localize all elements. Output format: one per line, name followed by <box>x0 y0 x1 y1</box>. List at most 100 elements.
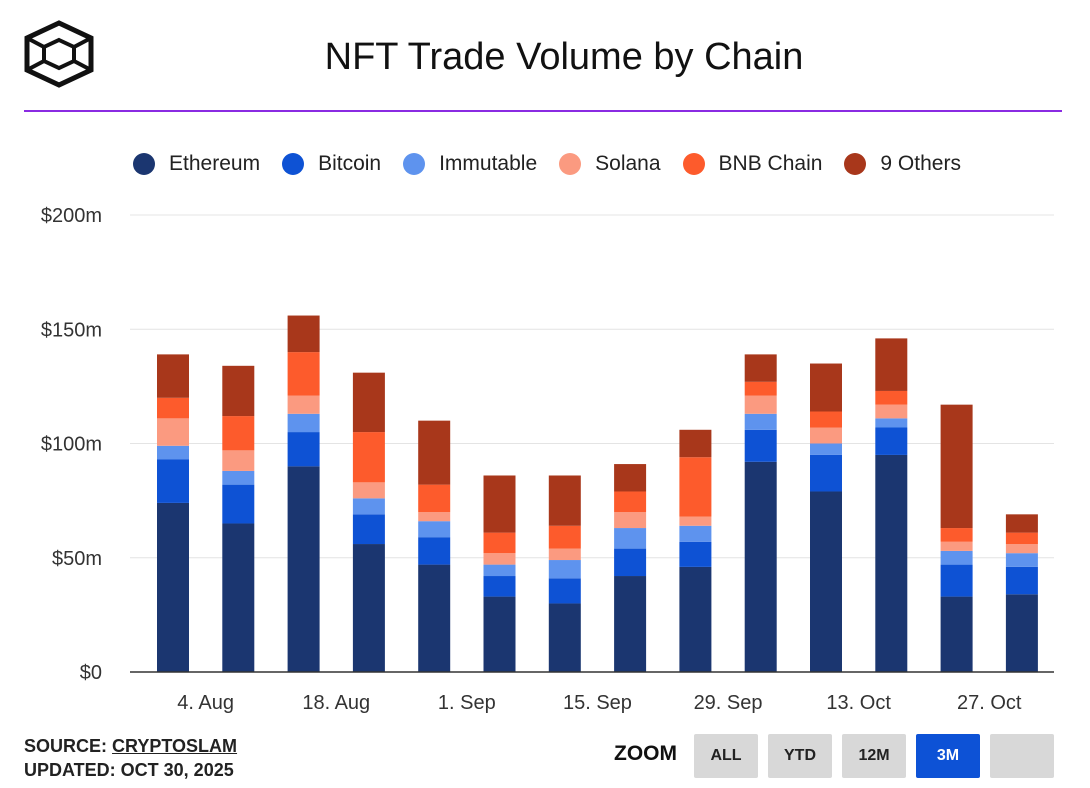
bar-segment-ethereum <box>352 544 385 672</box>
y-tick-label: $150m <box>41 319 102 341</box>
zoom-extra-button[interactable] <box>990 734 1054 778</box>
bar-segment-immutable <box>810 443 842 455</box>
bar-segment-immutable <box>418 521 451 538</box>
bar-segment-9-others <box>1005 514 1038 533</box>
bar-segment-ethereum <box>940 596 973 672</box>
bar-segment-ethereum <box>875 454 908 672</box>
bar-segment-9-others <box>222 365 255 417</box>
cryptoslam-logo-icon <box>24 20 94 88</box>
zoom-ytd-button[interactable]: YTD <box>768 734 832 778</box>
bar-segment-solana <box>614 512 647 529</box>
bar-segment-bnb-chain <box>1005 532 1038 545</box>
bar-segment-bnb-chain <box>548 525 581 549</box>
bar-segment-bnb-chain <box>875 390 908 405</box>
bar-segment-9-others <box>418 420 451 485</box>
legend-dot <box>282 153 305 175</box>
updated-date: UPDATED: OCT 30, 2025 <box>24 760 234 780</box>
legend-label: Solana <box>595 152 661 175</box>
legend-dot <box>559 153 582 175</box>
bar-segment-solana <box>679 516 712 526</box>
bar-segment-bnb-chain <box>614 491 647 513</box>
bar-segment-solana <box>548 548 581 561</box>
bar-segment-bitcoin <box>418 537 451 565</box>
x-tick-label: 15. Sep <box>563 692 632 714</box>
legend-dot <box>403 153 426 175</box>
bar-segment-bnb-chain <box>483 532 516 554</box>
legend-item-immutable[interactable]: Immutable <box>403 152 537 176</box>
bar-segment-bitcoin <box>679 541 712 567</box>
bar-segment-bnb-chain <box>157 397 189 419</box>
bar-segment-immutable <box>940 550 973 565</box>
bar-segment-9-others <box>940 404 973 529</box>
bar-segment-solana <box>744 395 777 414</box>
bar-segment-immutable <box>352 498 385 515</box>
bar-segment-immutable <box>157 445 189 460</box>
legend-label: Immutable <box>439 152 538 175</box>
legend-item-bnb-chain[interactable]: BNB Chain <box>682 152 823 176</box>
legend-item-solana[interactable]: Solana <box>559 152 661 176</box>
bar-segment-9-others <box>548 475 581 526</box>
x-tick-label: 18. Aug <box>302 692 370 714</box>
y-tick-label: $200m <box>41 205 102 227</box>
bar-segment-9-others <box>352 372 385 433</box>
bar-segment-solana <box>222 450 255 471</box>
bar-segment-ethereum <box>679 566 712 672</box>
bar-segment-bnb-chain <box>287 352 320 396</box>
bar-segment-ethereum <box>418 564 451 672</box>
bar-segment-bitcoin <box>352 514 385 545</box>
legend-item-9-others[interactable]: 9 Others <box>844 152 961 176</box>
bar-segment-bitcoin <box>222 484 255 524</box>
y-tick-label: $100m <box>41 434 102 456</box>
bar-segment-9-others <box>744 354 777 382</box>
chart-legend: Ethereum Bitcoin Immutable Solana BNB Chain 9… <box>0 152 1090 176</box>
legend-dot <box>844 153 867 175</box>
bar-segment-immutable <box>875 418 908 428</box>
bar-segment-bitcoin <box>287 432 320 467</box>
bar-segment-bnb-chain <box>679 457 712 517</box>
bar-segment-bnb-chain <box>222 416 255 451</box>
bar-segment-solana <box>287 395 320 414</box>
bar-segment-solana <box>157 418 189 446</box>
bar-segment-bnb-chain <box>352 432 385 483</box>
bar-segment-immutable <box>1005 553 1038 567</box>
bar-segment-ethereum <box>548 603 581 672</box>
bar-segment-ethereum <box>222 523 255 672</box>
legend-label: Ethereum <box>169 152 261 175</box>
x-tick-label: 4. Aug <box>177 692 234 714</box>
zoom-12m-button[interactable]: 12M <box>842 734 906 778</box>
legend-dot <box>682 153 705 175</box>
legend-item-bitcoin[interactable]: Bitcoin <box>282 152 381 176</box>
bar-segment-ethereum <box>287 466 320 672</box>
y-tick-label: $50m <box>52 548 102 570</box>
bar-segment-bitcoin <box>1005 566 1038 595</box>
bar-segment-bnb-chain <box>744 381 777 396</box>
title-divider <box>24 110 1062 112</box>
bar-segment-bitcoin <box>614 548 647 577</box>
source-label: SOURCE: <box>24 736 108 756</box>
bar-segment-ethereum <box>157 502 189 672</box>
x-tick-label: 29. Sep <box>694 692 763 714</box>
bar-segment-solana <box>940 541 973 551</box>
bar-segment-bnb-chain <box>940 528 973 542</box>
zoom-3m-button[interactable]: 3M <box>916 734 980 778</box>
bar-segment-solana <box>810 427 842 444</box>
bar-segment-immutable <box>548 560 581 579</box>
bar-segment-9-others <box>614 464 647 492</box>
zoom-all-button[interactable]: ALL <box>694 734 758 778</box>
bar-segment-9-others <box>483 475 516 533</box>
bar-segment-bitcoin <box>940 564 973 597</box>
bar-segment-ethereum <box>810 491 842 672</box>
bar-segment-9-others <box>157 354 189 398</box>
bar-segment-immutable <box>679 525 712 542</box>
legend-dot <box>133 153 156 175</box>
bar-segment-9-others <box>679 429 712 458</box>
page-title: NFT Trade Volume by Chain <box>324 36 804 78</box>
legend-label: BNB Chain <box>718 152 823 175</box>
bar-segment-ethereum <box>483 596 516 672</box>
bar-segment-bitcoin <box>875 427 908 455</box>
x-tick-label: 1. Sep <box>438 692 496 714</box>
legend-item-ethereum[interactable]: Ethereum <box>133 152 260 176</box>
bar-segment-solana <box>418 512 451 522</box>
source-link[interactable]: CRYPTOSLAM <box>112 736 238 756</box>
